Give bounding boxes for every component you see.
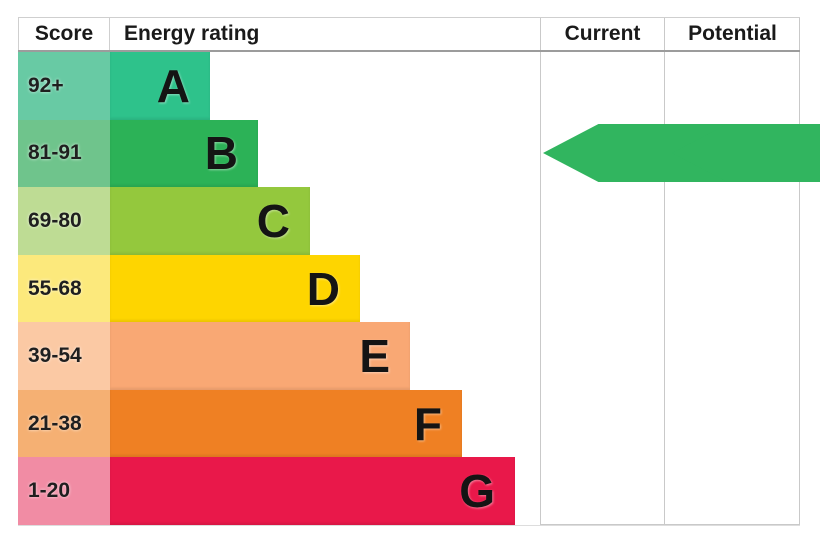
rating-bar-b: B bbox=[110, 119, 258, 188]
band-row-d: 55-68 D bbox=[18, 254, 515, 323]
header-potential: Potential bbox=[688, 22, 777, 45]
grade-letter-c: C bbox=[256, 194, 290, 247]
grade-letter-g: G bbox=[459, 465, 495, 518]
grade-letter-d: D bbox=[306, 262, 340, 315]
band-row-f: 21-38 F bbox=[18, 389, 515, 458]
score-range-f: 21-38 bbox=[18, 389, 110, 458]
rating-bar-g: G bbox=[110, 457, 515, 526]
grade-letter-e: E bbox=[359, 330, 390, 383]
band-row-g: 1-20 G bbox=[18, 457, 515, 526]
current-column bbox=[540, 17, 665, 525]
grade-letter-b: B bbox=[204, 127, 238, 180]
score-range-d: 55-68 bbox=[18, 254, 110, 323]
score-range-g: 1-20 bbox=[18, 457, 110, 526]
score-range-c: 69-80 bbox=[18, 187, 110, 255]
header-score: Score bbox=[18, 18, 110, 50]
band-row-a: 92+ A bbox=[18, 52, 515, 120]
header-current: Current bbox=[564, 22, 641, 45]
score-range-b: 81-91 bbox=[18, 119, 110, 188]
band-row-b: 81-91 B bbox=[18, 119, 515, 188]
rating-bar-d: D bbox=[110, 254, 360, 323]
rating-bar-a: A bbox=[110, 52, 210, 120]
rating-bar-f: F bbox=[110, 389, 462, 458]
grade-letter-f: F bbox=[413, 397, 442, 450]
band-row-e: 39-54 E bbox=[18, 322, 515, 390]
chart-bottom-border bbox=[18, 525, 800, 526]
rating-bar-e: E bbox=[110, 322, 410, 390]
rating-bands: 92+ A 81-91 B 69-80 C 55-68 D 39-54 E 21… bbox=[18, 52, 515, 526]
band-row-c: 69-80 C bbox=[18, 187, 515, 255]
potential-column bbox=[665, 17, 800, 525]
header-energy-rating: Energy rating bbox=[124, 22, 260, 45]
grade-letter-a: A bbox=[156, 59, 190, 112]
score-range-a: 92+ bbox=[18, 52, 110, 120]
rating-bar-c: C bbox=[110, 187, 310, 255]
chart-header-row: Score Energy rating Current Potential bbox=[18, 17, 800, 52]
score-range-e: 39-54 bbox=[18, 322, 110, 390]
